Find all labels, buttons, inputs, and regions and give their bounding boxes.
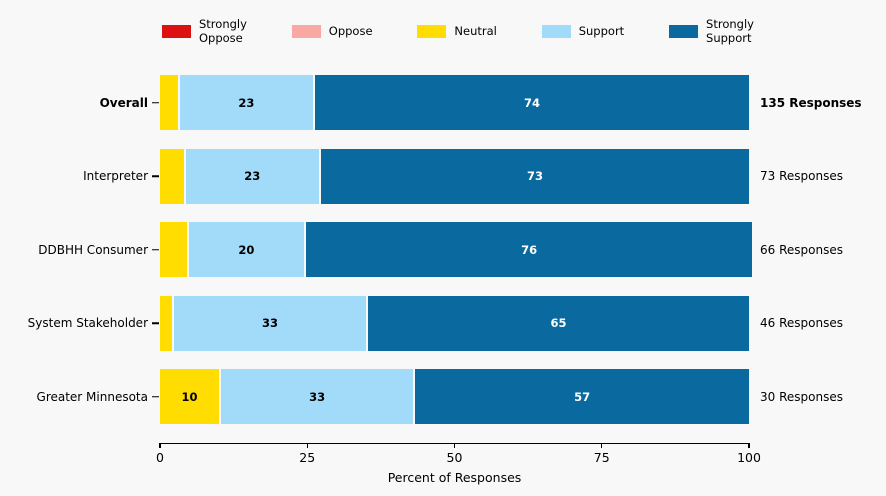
y-axis-tick [152,248,159,251]
x-axis-tick-label: 25 [299,450,316,465]
legend-item-oppose: Oppose [291,23,373,38]
legend-item-support: Support [541,23,625,38]
stacked-bar: 20 76 [160,222,752,277]
legend-label: Strongly Oppose [199,16,247,45]
category-label: Overall [99,95,148,110]
stacked-bar: 10 33 57 [160,369,749,424]
legend: Strongly Oppose Oppose Neutral Support Stron… [162,7,754,55]
bar-row-greater-minnesota: Greater Minnesota 10 33 57 30 Responses [0,369,886,424]
bar-segment-value: 23 [244,169,261,183]
y-axis-tick [152,175,159,177]
x-axis-title: Percent of Responses [387,470,522,485]
bar-segment-neutral [160,222,187,277]
x-axis-tick-label: 50 [446,450,463,465]
legend-label: Support [578,23,625,38]
responses-count-label: 73 Responses [760,169,843,183]
legend-label: Oppose [328,23,373,38]
bar-row-ddbhh-consumer: DDBHH Consumer 20 76 66 Responses [0,222,886,277]
category-label: DDBHH Consumer [38,242,148,257]
bar-segment-strongly-support: 73 [319,148,749,204]
bar-segment-value: 76 [521,242,538,257]
legend-swatch-icon [669,24,699,38]
responses-count-label: 30 Responses [760,389,843,404]
bar-segment-strongly-support: 65 [366,295,749,351]
bar-segment-value: 10 [181,389,198,404]
x-axis-tick [748,443,750,448]
bar-segment-value: 57 [574,389,591,404]
legend-item-neutral: Neutral [417,23,497,38]
bar-segment-value: 33 [309,389,326,404]
bar-segment-strongly-support: 76 [304,222,752,277]
x-axis-tick-label: 0 [156,450,164,465]
bar-segment-value: 23 [238,95,255,110]
stacked-bar: 23 74 [160,75,749,130]
bar-segment-neutral [160,148,184,204]
bar-segment-value: 74 [524,95,541,110]
x-axis-tick [159,443,161,448]
y-axis-tick [152,322,159,324]
bar-segment-neutral: 10 [160,369,219,424]
bar-segment-value: 20 [238,242,255,257]
category-label: Interpreter [83,169,148,183]
legend-item-strongly-oppose: Strongly Oppose [162,17,247,46]
bar-segment-value: 33 [261,316,278,330]
x-axis-tick [306,443,308,448]
responses-count-label: 135 Responses [760,95,862,110]
bar-row-system-stakeholder: System Stakeholder 33 65 46 Responses [0,295,886,351]
legend-swatch-icon [417,24,447,38]
y-axis-tick [152,395,159,398]
bar-segment-neutral [160,75,178,130]
bar-segment-value: 73 [526,169,543,183]
legend-item-strongly-support: Strongly Support [669,17,754,46]
responses-count-label: 66 Responses [760,242,843,257]
bar-segment-strongly-support: 57 [413,369,749,424]
legend-swatch-icon [162,24,191,38]
x-axis-tick-label: 100 [737,450,761,465]
bar-segment-value: 65 [550,316,567,330]
x-axis-tick [601,443,603,448]
legend-label: Neutral [454,23,497,38]
bar-segment-support: 33 [171,295,367,351]
bar-segment-support: 23 [177,75,314,130]
bar-segment-support: 23 [183,148,320,204]
category-label: Greater Minnesota [36,389,148,404]
bar-segment-neutral [160,295,172,351]
stacked-bar: 33 65 [160,295,749,351]
stacked-bar: 23 73 [160,148,749,204]
bar-row-interpreter: Interpreter 23 73 73 Responses [0,148,886,204]
bar-segment-support: 20 [186,222,305,277]
x-axis-tick [453,443,456,448]
responses-count-label: 46 Responses [760,316,843,330]
x-axis-tick-label: 75 [593,450,610,465]
legend-swatch-icon [291,24,321,38]
y-axis-tick [152,101,159,104]
legend-swatch-icon [541,24,571,38]
bar-segment-support: 33 [218,369,414,424]
bar-row-overall: Overall 23 74 135 Responses [0,75,886,130]
legend-label: Strongly Support [706,16,754,45]
category-label: System Stakeholder [27,316,148,330]
bar-segment-strongly-support: 74 [313,75,749,130]
